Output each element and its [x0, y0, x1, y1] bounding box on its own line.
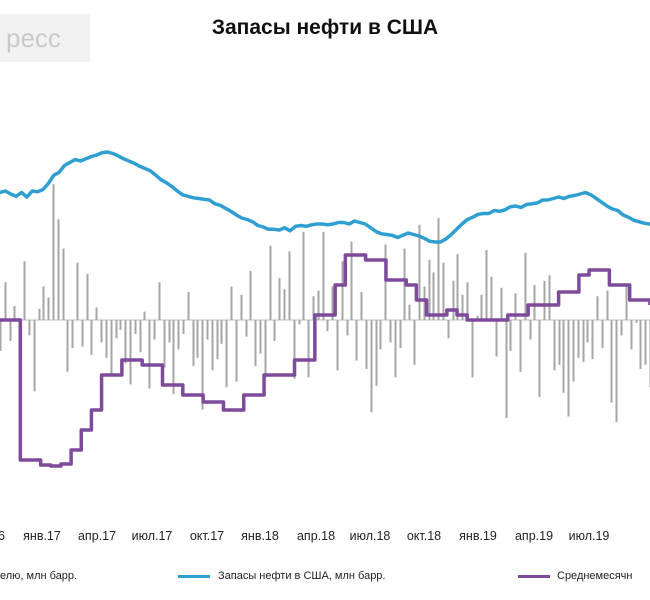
x-tick-label: окт.17	[190, 529, 224, 543]
x-tick-label: апр.18	[297, 529, 335, 543]
oil-stocks-path	[0, 150, 650, 244]
legend-item-average: Среднемесячн	[557, 570, 633, 582]
chart-legend: елю, млн барр. Запасы нефти в США, млн б…	[0, 570, 650, 594]
x-tick-label: янв.18	[241, 529, 279, 543]
legend-item-stocks: Запасы нефти в США, млн барр.	[218, 570, 385, 582]
legend-label-average: Среднемесячн	[557, 570, 633, 582]
legend-swatch-stocks	[178, 575, 210, 578]
legend-label-stocks: Запасы нефти в США, млн барр.	[218, 570, 386, 582]
oil-stocks-line	[0, 150, 650, 244]
watermark-logo: ресс	[0, 14, 90, 62]
x-tick-label: июл.18	[350, 529, 391, 543]
x-tick-label: 6	[0, 529, 5, 543]
x-tick-label: окт.18	[407, 529, 441, 543]
weekly-change-bars	[0, 184, 650, 423]
x-tick-label: апр.17	[78, 529, 116, 543]
x-tick-label: янв.19	[459, 529, 497, 543]
x-tick-label: апр.19	[515, 529, 553, 543]
legend-item-bars: елю, млн барр.	[0, 570, 77, 582]
x-tick-label: июл.17	[132, 529, 173, 543]
legend-swatch-average	[518, 575, 550, 578]
legend-label-bars: елю, млн барр.	[0, 570, 78, 582]
x-axis-ticks: 6 янв.17 апр.17 июл.17 окт.17 янв.18 апр.18 июл…	[0, 529, 609, 543]
monthly-average-path	[0, 253, 650, 468]
monthly-average-line	[0, 253, 650, 468]
x-tick-label: июл.19	[569, 529, 610, 543]
x-tick-label: янв.17	[23, 529, 61, 543]
chart-title: Запасы нефти в США	[211, 16, 439, 39]
